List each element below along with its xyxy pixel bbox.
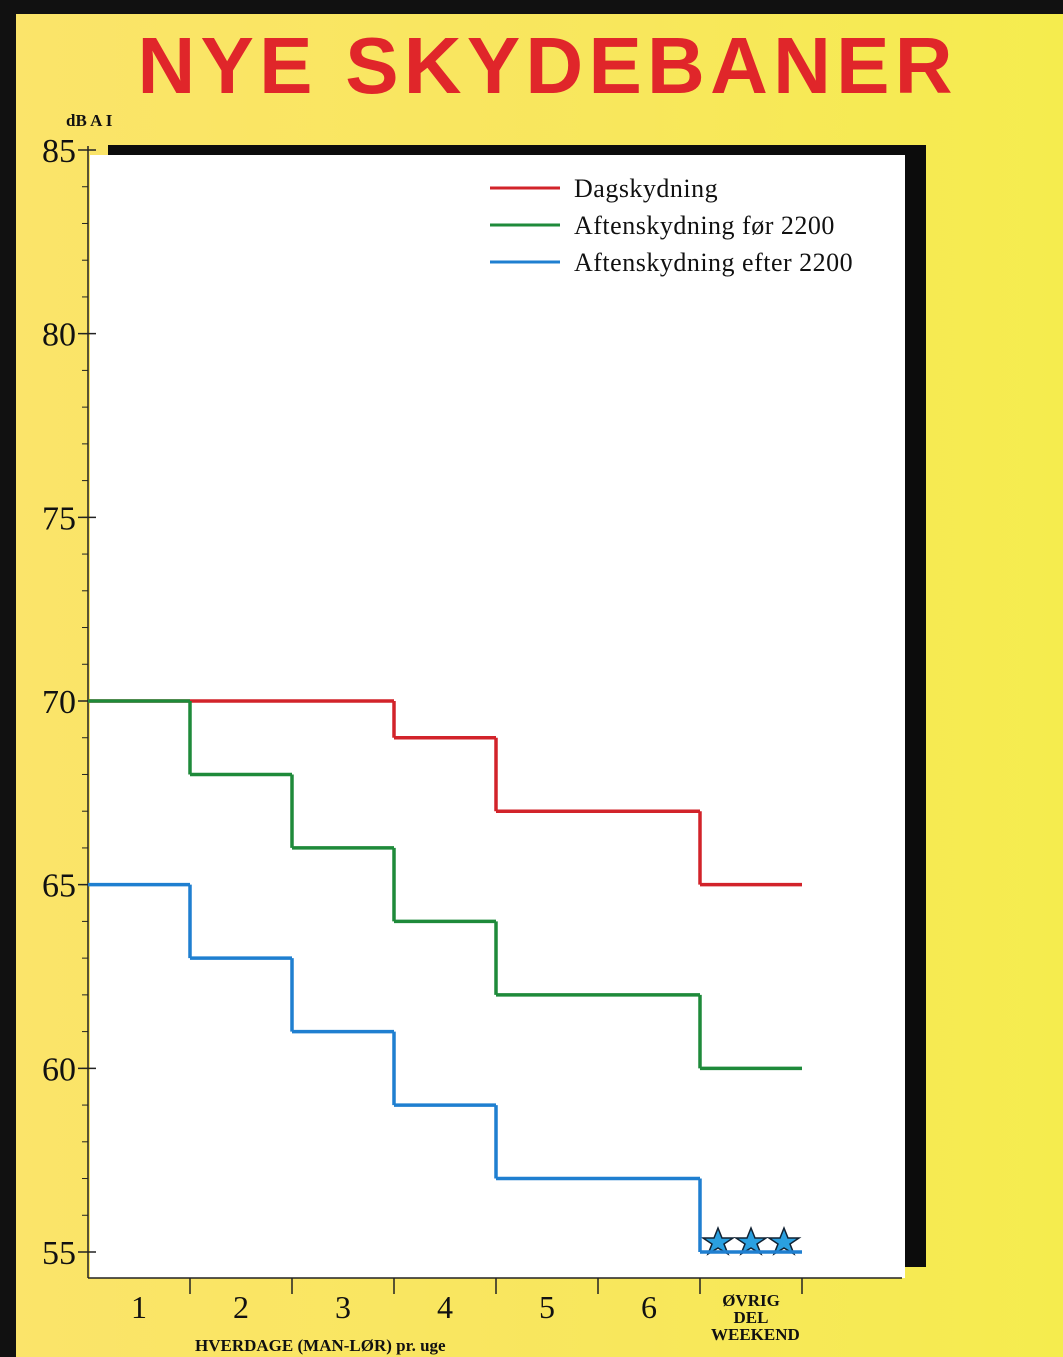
stars (700, 1225, 802, 1256)
y-tick-label: 75 (42, 500, 76, 537)
y-tick-label: 85 (42, 133, 76, 170)
x-tick-label: ØVRIG DEL WEEKEND (711, 1291, 800, 1344)
legend-label: Aftenskydning efter 2200 (574, 248, 853, 277)
y-axis-label: dB A I (66, 111, 113, 130)
x-tick-label: 2 (233, 1289, 249, 1325)
x-tick-label: 6 (641, 1289, 657, 1325)
frame-left (0, 0, 16, 1357)
y-tick-label: 60 (42, 1051, 76, 1088)
x-axis-label: HVERDAGE (MAN-LØR) pr. uge (195, 1336, 446, 1355)
plot-area (90, 155, 905, 1278)
y-tick-label: 55 (42, 1235, 76, 1272)
x-tick-label: 5 (539, 1289, 555, 1325)
legend-label: Dagskydning (574, 174, 718, 203)
x-tick-label: 1 (131, 1289, 147, 1325)
chart-title: NYE SKYDEBANER (138, 21, 953, 110)
frame-top (0, 0, 1063, 14)
x-tick-label: 4 (437, 1289, 453, 1325)
y-tick-label: 80 (42, 317, 76, 354)
x-tick-label: 3 (335, 1289, 351, 1325)
y-tick-label: 65 (42, 868, 76, 905)
y-tick-label: 70 (42, 684, 76, 721)
legend-label: Aftenskydning før 2200 (574, 211, 835, 240)
